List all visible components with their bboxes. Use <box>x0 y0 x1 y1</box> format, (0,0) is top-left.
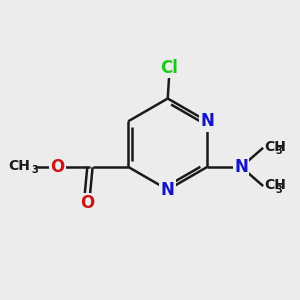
Text: O: O <box>80 194 94 212</box>
Text: 3: 3 <box>275 146 282 156</box>
Text: N: N <box>200 112 214 130</box>
Text: N: N <box>234 158 248 176</box>
Text: O: O <box>50 158 65 176</box>
Text: CH: CH <box>265 178 286 193</box>
Text: N: N <box>161 181 175 199</box>
Text: 3: 3 <box>275 184 282 195</box>
Text: CH: CH <box>265 140 286 154</box>
Text: 3: 3 <box>32 166 38 176</box>
Text: CH: CH <box>8 159 30 173</box>
Text: Cl: Cl <box>160 58 178 76</box>
